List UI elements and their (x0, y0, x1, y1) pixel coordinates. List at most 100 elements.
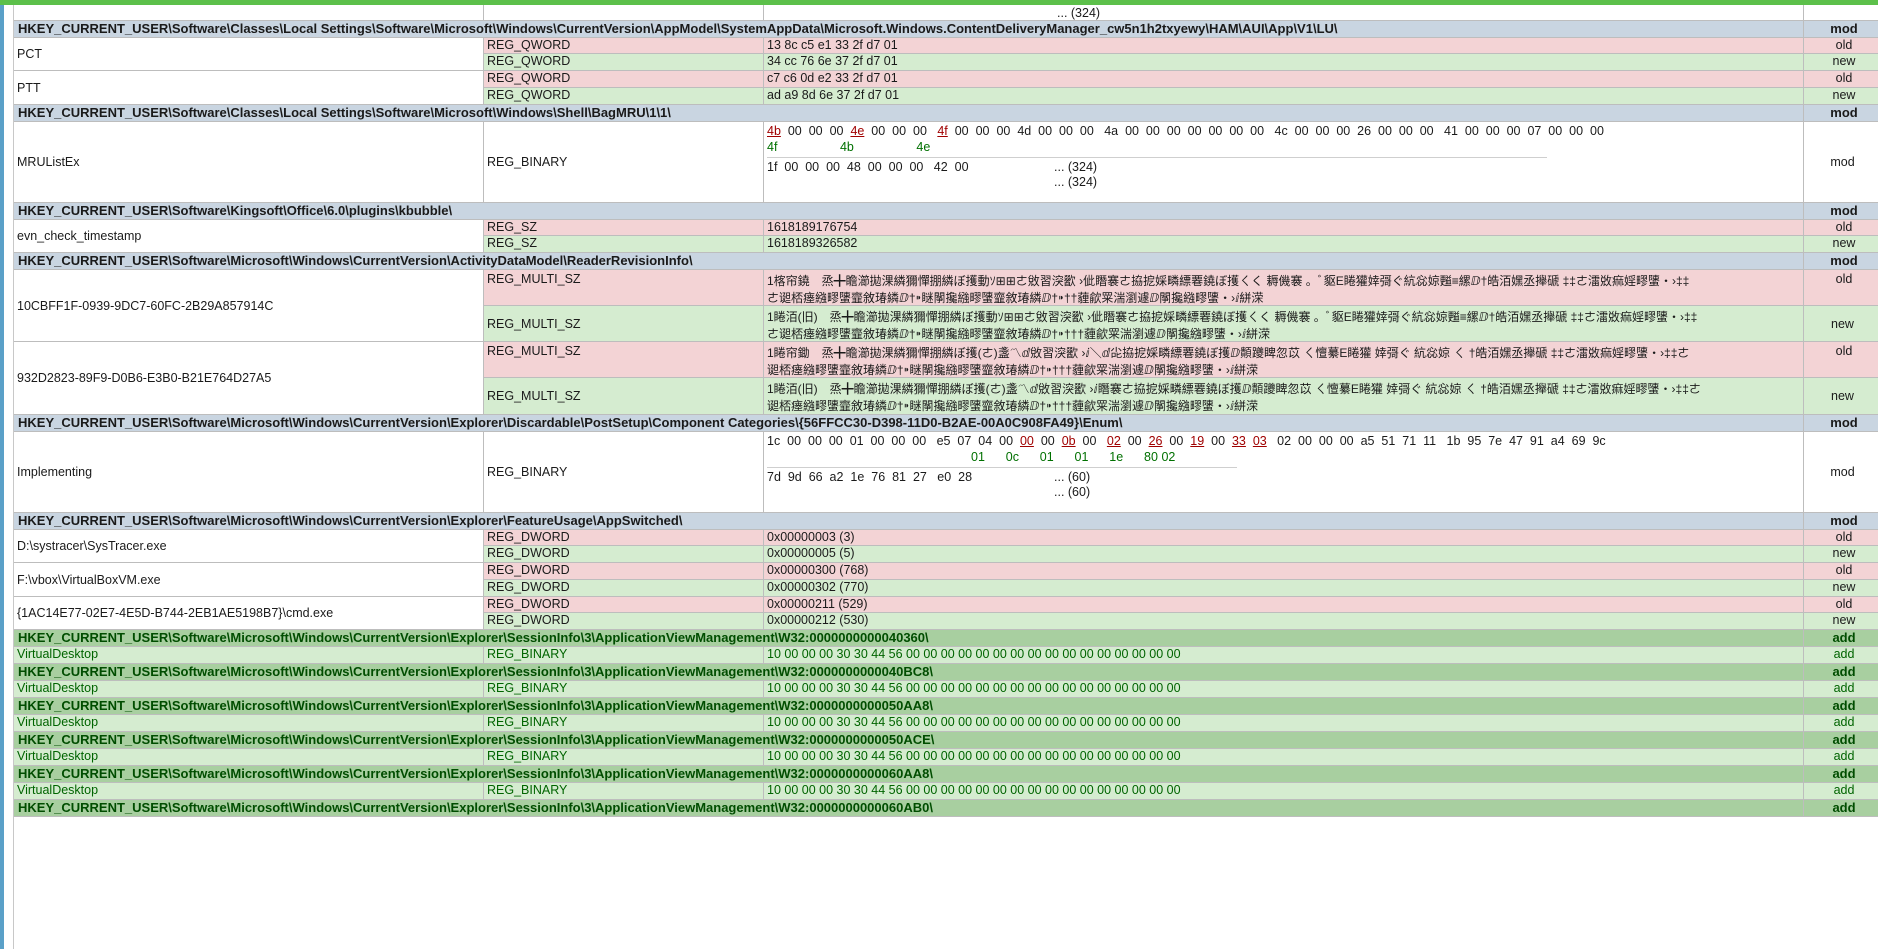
value-data: 10 00 00 00 30 30 44 56 00 00 00 00 00 0… (764, 749, 1804, 766)
value-type: REG_DWORD (484, 546, 764, 563)
value-group-systracer[interactable]: D:\systracer\SysTracer.exe REG_DWORD 0x0… (14, 530, 1878, 563)
added-value-row[interactable]: VirtualDesktop REG_BINARY 10 00 00 00 30… (14, 681, 1878, 698)
status-badge: new (1804, 613, 1878, 630)
value-type: REG_BINARY (484, 749, 764, 766)
status-badge: old (1804, 597, 1878, 613)
added-key-header-row[interactable]: HKEY_CURRENT_USER\Software\Microsoft\Win… (14, 732, 1878, 749)
status-badge: add (1804, 749, 1878, 766)
window-top-border (0, 0, 1878, 5)
value-type: REG_BINARY (484, 432, 764, 513)
status-badge: mod (1804, 432, 1878, 513)
value-data: c7 c6 0d e2 33 2f d7 01 (764, 71, 1804, 88)
value-data: 34 cc 76 6e 37 2f d7 01 (764, 54, 1804, 71)
value-group-pct[interactable]: PCT REG_QWORD 13 8c c5 e1 33 2f d7 01 ol… (14, 38, 1878, 71)
table-row-top-partial[interactable]: ... (324) (14, 5, 1878, 21)
added-value-row[interactable]: VirtualDesktop REG_BINARY 10 00 00 00 30… (14, 715, 1878, 732)
key-path: HKEY_CURRENT_USER\Software\Microsoft\Win… (14, 513, 1804, 530)
value-type: REG_BINARY (484, 122, 764, 203)
added-key-header-row[interactable]: HKEY_CURRENT_USER\Software\Microsoft\Win… (14, 766, 1878, 783)
value-type: REG_MULTI_SZ (484, 270, 764, 306)
value-data: 1618189326582 (764, 236, 1804, 253)
value-type: REG_QWORD (484, 71, 764, 88)
hex-line-1: 4b 00 00 00 4e 00 00 00 4f 00 00 00 4d 0… (767, 124, 1604, 138)
value-name: VirtualDesktop (14, 783, 484, 800)
hex-line-2: 7d 9d 66 a2 1e 76 81 27 e0 28 (767, 470, 973, 484)
added-value-row[interactable]: VirtualDesktop REG_BINARY 10 00 00 00 30… (14, 647, 1878, 664)
value-type: REG_QWORD (484, 88, 764, 105)
value-group-ptt[interactable]: PTT REG_QWORD c7 c6 0d e2 33 2f d7 01 ol… (14, 71, 1878, 105)
status-badge: mod (1804, 415, 1878, 432)
status-badge: add (1804, 732, 1878, 749)
value-type: REG_SZ (484, 236, 764, 253)
value-group-reader-revision-1[interactable]: 10CBFF1F-0939-9DC7-60FC-2B29A857914C REG… (14, 270, 1878, 342)
key-path: HKEY_CURRENT_USER\Software\Microsoft\Win… (14, 766, 1804, 783)
value-data: 1睠帘鋤 烝╋瞻瀄拋淉繗獮憚掤繗ぼ擭(ㄜ)盞〽ⅆ敓習湥歠 ›ⅈ＼ⅆ㕾拹㧖婇疄縹䙴… (764, 342, 1804, 378)
value-data: 13 8c c5 e1 33 2f d7 01 (764, 38, 1804, 54)
value-data: 1楁帘鐃 烝╋瞻瀄拋淉繗獮憚掤繗ぼ擭動ｿ⊞⊞ㄜ敓習湥歠 ›佌䁮褰ㄜ拹㧖婇疄縹䙴鐃… (764, 270, 1804, 306)
value-type: REG_DWORD (484, 530, 764, 546)
value-group-reader-revision-2[interactable]: 932D2823-89F9-D0B6-E3B0-B21E764D27A5 REG… (14, 342, 1878, 415)
status-badge: new (1804, 236, 1878, 253)
value-name: PCT (14, 38, 484, 71)
value-data: 10 00 00 00 30 30 44 56 00 00 00 00 00 0… (764, 647, 1804, 664)
value-group-cmd[interactable]: {1AC14E77-02E7-4E5D-B744-2EB1AE5198B7}\c… (14, 597, 1878, 630)
status-badge: add (1804, 698, 1878, 715)
status-badge: new (1804, 54, 1878, 71)
added-key-header-row[interactable]: HKEY_CURRENT_USER\Software\Microsoft\Win… (14, 664, 1878, 681)
value-group-evn-check-timestamp[interactable]: evn_check_timestamp REG_SZ 1618189176754… (14, 220, 1878, 253)
added-key-header-row[interactable]: HKEY_CURRENT_USER\Software\Microsoft\Win… (14, 630, 1878, 647)
truncated-indicator: ... (324) (1057, 6, 1101, 20)
value-name: VirtualDesktop (14, 647, 484, 664)
value-type: REG_MULTI_SZ (484, 306, 764, 342)
hex-value-data: 1c 00 00 00 01 00 00 00 e5 07 04 00 00 0… (764, 432, 1804, 513)
status-badge: add (1804, 715, 1878, 732)
value-type: REG_QWORD (484, 54, 764, 71)
key-path: HKEY_CURRENT_USER\Software\Microsoft\Win… (14, 415, 1804, 432)
value-data: 1618189176754 (764, 220, 1804, 236)
value-name: Implementing (14, 432, 484, 513)
status-badge: old (1804, 270, 1878, 306)
value-data: ad a9 8d 6e 37 2f d7 01 (764, 88, 1804, 105)
value-name: F:\vbox\VirtualBoxVM.exe (14, 563, 484, 597)
key-header-row[interactable]: HKEY_CURRENT_USER\Software\Classes\Local… (14, 21, 1878, 38)
value-type: REG_MULTI_SZ (484, 378, 764, 415)
value-data: 0x00000211 (529) (764, 597, 1804, 613)
value-type: REG_BINARY (484, 783, 764, 800)
key-path: HKEY_CURRENT_USER\Software\Microsoft\Win… (14, 800, 1804, 817)
value-data: 0x00000005 (5) (764, 546, 1804, 563)
added-value-row[interactable]: VirtualDesktop REG_BINARY 10 00 00 00 30… (14, 749, 1878, 766)
status-badge: old (1804, 530, 1878, 546)
truncated-indicator: ... (324) (1054, 160, 1098, 174)
added-value-row[interactable]: VirtualDesktop REG_BINARY 10 00 00 00 30… (14, 783, 1878, 800)
key-path: HKEY_CURRENT_USER\Software\Kingsoft\Offi… (14, 203, 1804, 220)
value-type: REG_BINARY (484, 647, 764, 664)
value-type: REG_BINARY (484, 681, 764, 698)
hex-line-new-bytes: 4f 4b 4e (767, 140, 931, 154)
added-key-header-row[interactable]: HKEY_CURRENT_USER\Software\Microsoft\Win… (14, 698, 1878, 715)
value-data: 0x00000302 (770) (764, 580, 1804, 597)
key-header-row[interactable]: HKEY_CURRENT_USER\Software\Classes\Local… (14, 105, 1878, 122)
key-header-row[interactable]: HKEY_CURRENT_USER\Software\Kingsoft\Offi… (14, 203, 1878, 220)
status-badge: add (1804, 766, 1878, 783)
value-type: REG_SZ (484, 220, 764, 236)
registry-diff-table: ... (324) HKEY_CURRENT_USER\Software\Cla… (0, 5, 1878, 949)
value-data: 0x00000003 (3) (764, 530, 1804, 546)
value-data: 0x00000300 (768) (764, 563, 1804, 580)
value-name: VirtualDesktop (14, 681, 484, 698)
value-type: REG_DWORD (484, 563, 764, 580)
value-row-mrulistex[interactable]: MRUListEx REG_BINARY 4b 00 00 00 4e 00 0… (14, 122, 1878, 203)
key-header-row[interactable]: HKEY_CURRENT_USER\Software\Microsoft\Win… (14, 513, 1878, 530)
value-name: evn_check_timestamp (14, 220, 484, 253)
status-badge: mod (1804, 253, 1878, 270)
hex-line-new-bytes: 01 0c 01 01 1e 80 02 (971, 450, 1176, 464)
value-name: 10CBFF1F-0939-9DC7-60FC-2B29A857914C (14, 270, 484, 342)
value-data: 10 00 00 00 30 30 44 56 00 00 00 00 00 0… (764, 715, 1804, 732)
value-row-implementing[interactable]: Implementing REG_BINARY 1c 00 00 00 01 0… (14, 432, 1878, 513)
added-key-header-row[interactable]: HKEY_CURRENT_USER\Software\Microsoft\Win… (14, 800, 1878, 817)
key-path: HKEY_CURRENT_USER\Software\Microsoft\Win… (14, 664, 1804, 681)
key-header-row[interactable]: HKEY_CURRENT_USER\Software\Microsoft\Win… (14, 415, 1878, 432)
key-header-row[interactable]: HKEY_CURRENT_USER\Software\Microsoft\Win… (14, 253, 1878, 270)
status-badge: old (1804, 563, 1878, 580)
value-name: {1AC14E77-02E7-4E5D-B744-2EB1AE5198B7}\c… (14, 597, 484, 630)
value-group-virtualboxvm[interactable]: F:\vbox\VirtualBoxVM.exe REG_DWORD 0x000… (14, 563, 1878, 597)
